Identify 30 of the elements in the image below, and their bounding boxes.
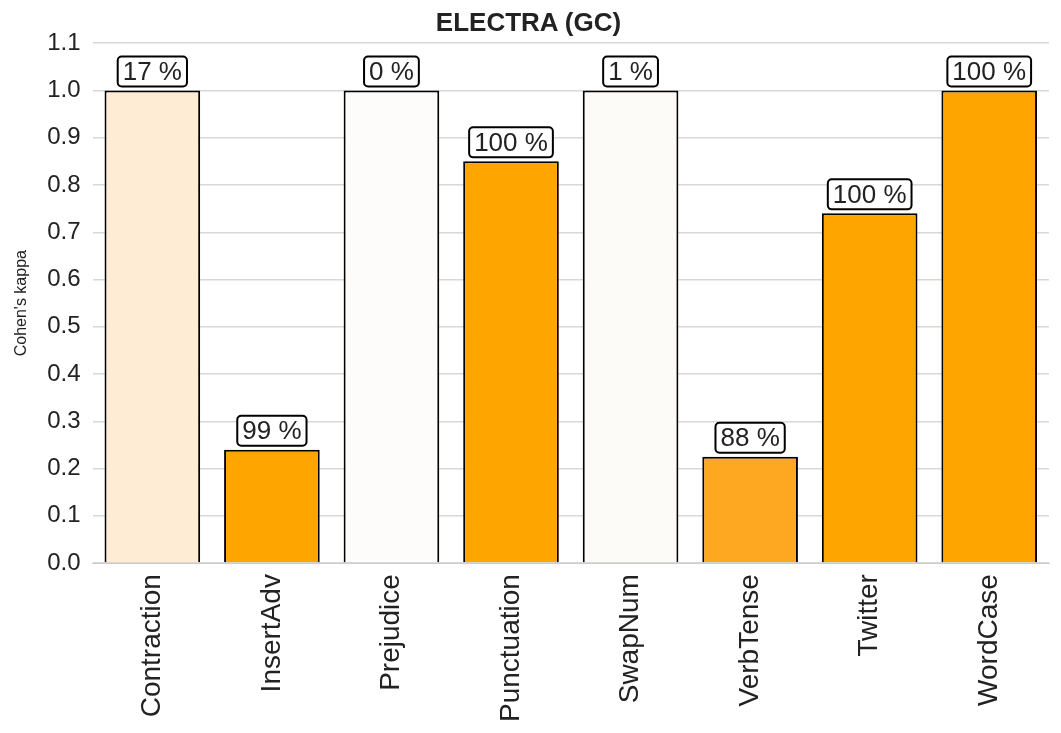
y-tick-label: 0.1 [47, 500, 81, 528]
x-tick-label: SwapNum [613, 574, 645, 704]
x-tick-label: WordCase [971, 574, 1003, 706]
annotation: 100 % [474, 126, 548, 157]
x-tick-label: InsertAdv [254, 574, 286, 693]
y-tick-label: 0.3 [47, 405, 81, 433]
y-tick-label: 0.6 [47, 264, 81, 292]
y-tick-label: 0.4 [47, 358, 81, 386]
y-tick-label: 1.1 [47, 27, 81, 55]
x-tick-label: Prejudice [374, 574, 406, 691]
y-axis-title: Cohen's kappa [12, 249, 30, 357]
annotation: 0 % [369, 55, 414, 86]
annotation: 100 % [832, 178, 907, 209]
x-tick-label: VerbTense [732, 574, 764, 707]
y-tick-label: 0.8 [47, 169, 81, 197]
y-tick-label: 0.9 [47, 122, 81, 150]
annotation: 99 % [242, 414, 302, 445]
y-tick-label: 0.7 [47, 216, 81, 244]
y-tick-label: 0.0 [47, 547, 81, 575]
chart-title: ELECTRA (GC) [435, 6, 622, 37]
y-tick-label: 1.0 [47, 75, 81, 103]
x-tick-label: Twitter [852, 574, 884, 657]
annotation: 17 % [122, 55, 182, 86]
annotation: 1 % [608, 55, 653, 86]
annotation: 100 % [952, 55, 1027, 86]
x-tick-label: Contraction [135, 574, 167, 718]
x-tick-label: Punctuation [493, 574, 525, 722]
y-tick-label: 0.5 [47, 311, 81, 339]
annotation: 88 % [720, 421, 780, 452]
y-tick-label: 0.2 [47, 453, 81, 481]
